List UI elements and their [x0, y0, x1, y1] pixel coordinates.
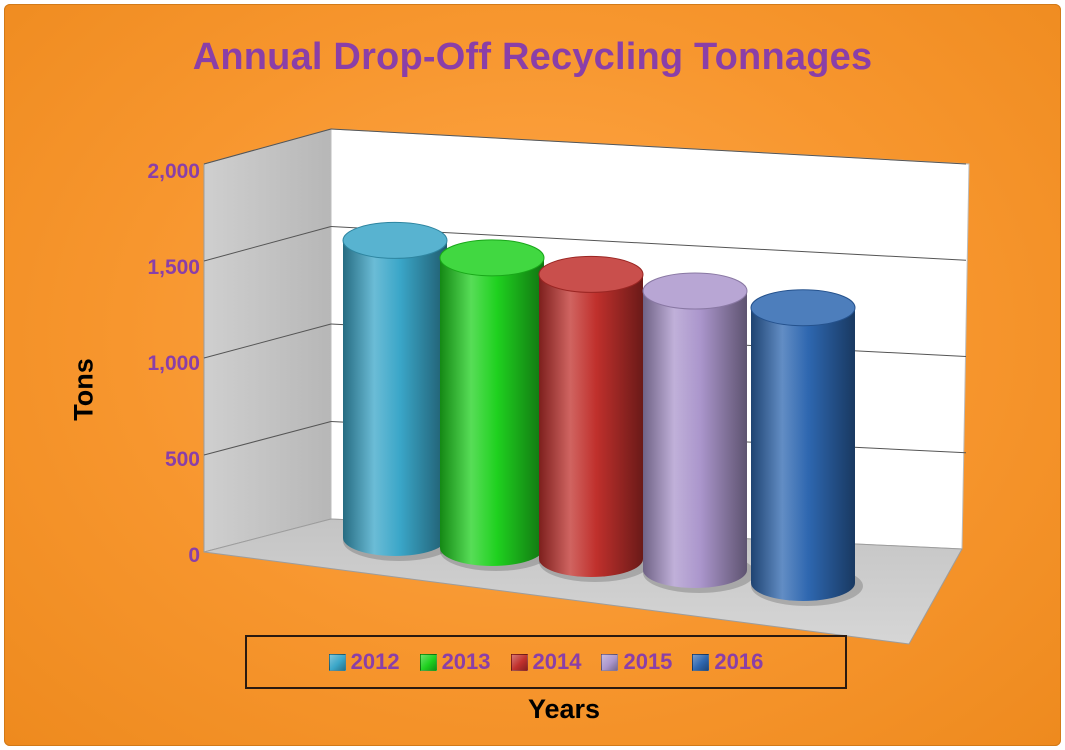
bar-2015	[642, 272, 755, 593]
legend: 2012 2013 2014 2015 2016	[245, 635, 847, 689]
legend-swatch	[692, 653, 710, 671]
legend-label: 2013	[441, 649, 491, 674]
chart-frame: Annual Drop-Off Recycling Tonnages 0 500…	[4, 4, 1061, 746]
gridline	[203, 421, 332, 456]
y-tick-label: 0	[188, 544, 200, 567]
legend-swatch	[601, 653, 619, 671]
gridline	[203, 128, 332, 165]
gridline	[203, 226, 332, 262]
bar-top	[439, 239, 545, 277]
legend-item-2015: 2015	[601, 649, 672, 675]
bar-2016	[750, 289, 863, 606]
legend-swatch	[419, 653, 437, 671]
legend-label: 2016	[714, 649, 764, 674]
y-tick-label: 1,000	[147, 352, 200, 375]
legend-label: 2012	[350, 649, 400, 674]
bar-top	[750, 289, 856, 327]
y-tick-label: 1,500	[147, 256, 200, 279]
bar-body	[751, 307, 855, 601]
gridline	[330, 128, 967, 165]
gridline	[203, 323, 332, 359]
legend-item-2013: 2013	[419, 649, 491, 675]
bar-body	[440, 257, 544, 566]
bar-top	[538, 255, 644, 293]
bar-top	[642, 272, 748, 310]
legend-item-2014: 2014	[510, 649, 582, 675]
chart-title: Annual Drop-Off Recycling Tonnages	[192, 36, 873, 78]
legend-label: 2015	[623, 649, 673, 674]
y-axis-title: Tons	[68, 358, 99, 421]
legend-swatch	[510, 653, 528, 671]
y-tick-label: 500	[164, 448, 200, 471]
legend-item-2016: 2016	[692, 649, 763, 675]
bar-2014	[538, 255, 651, 582]
legend-label: 2014	[532, 649, 582, 674]
x-axis-title: Years	[527, 694, 601, 724]
bar-2013	[439, 239, 552, 571]
legend-item-2012: 2012	[328, 649, 400, 675]
bar-2012	[342, 221, 455, 561]
plot-area	[203, 128, 970, 645]
bar-body	[539, 274, 643, 577]
y-tick-label: 2,000	[147, 160, 200, 183]
legend-swatch	[328, 653, 346, 671]
bar-body	[643, 291, 747, 588]
bar-body	[343, 240, 447, 556]
bar-top	[342, 221, 448, 259]
